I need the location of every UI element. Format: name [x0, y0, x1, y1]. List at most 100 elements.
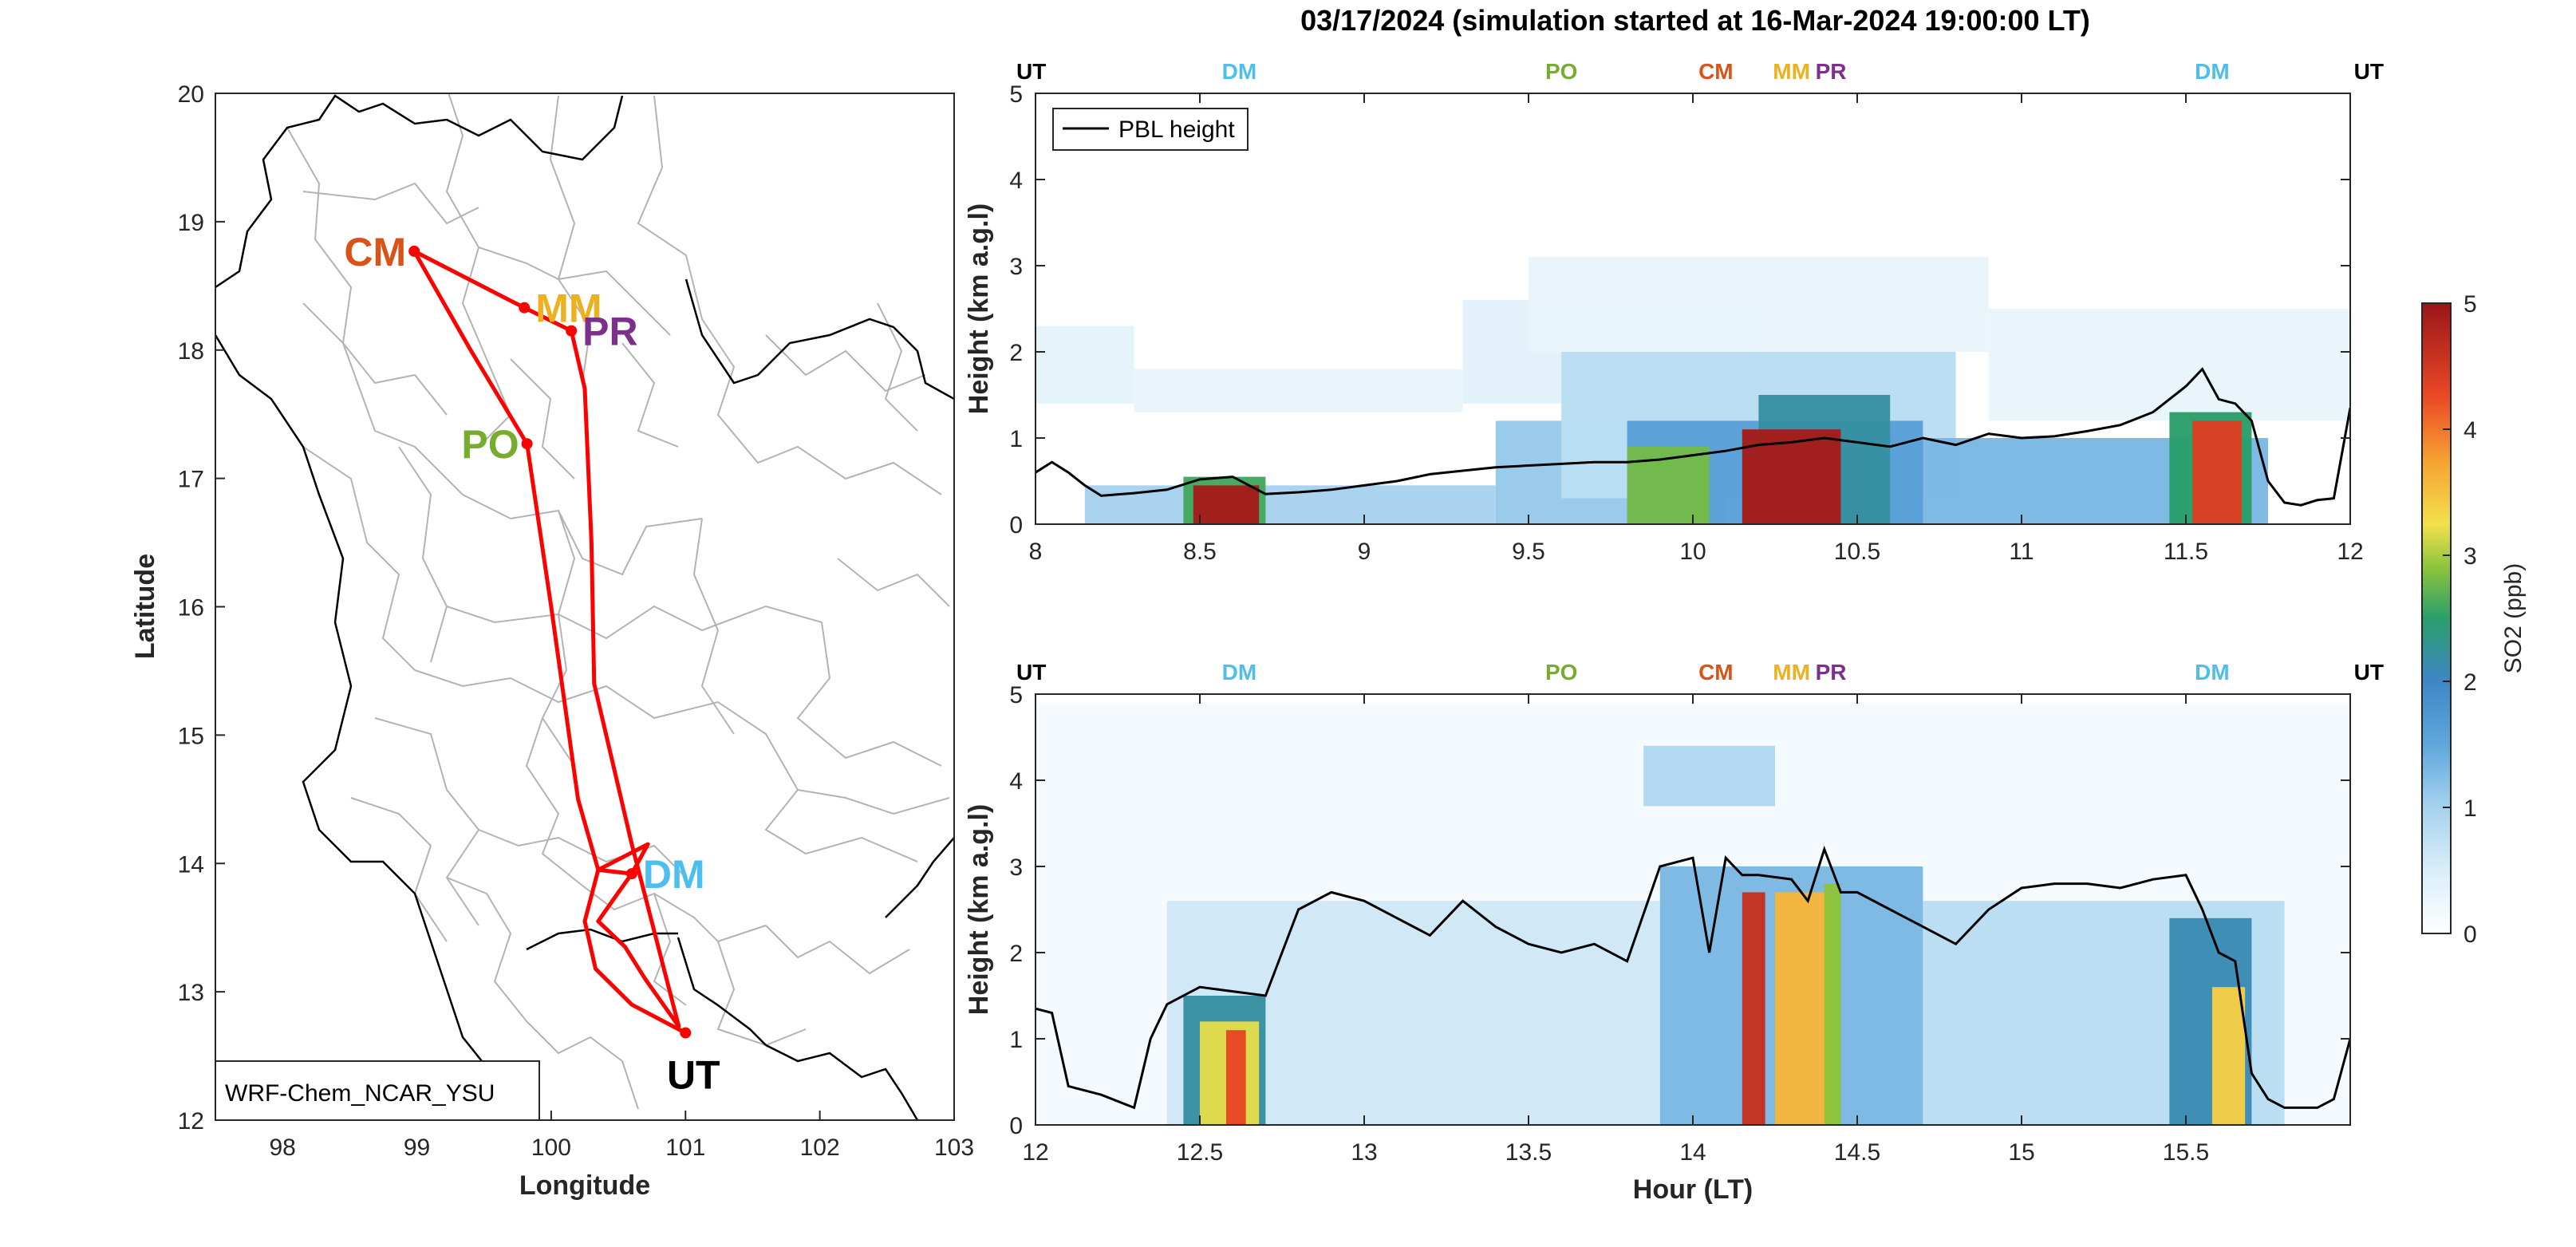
map-background: [215, 93, 954, 1120]
top-xtick-label-0: 8: [1029, 539, 1043, 565]
top-ytick-label-3: 3: [1009, 254, 1023, 280]
top-xtick-label-1: 8.5: [1183, 539, 1217, 565]
map-ytick-label-3: 15: [178, 723, 204, 749]
bottom-site-marker-0: UT: [1016, 660, 1046, 685]
map-xtick-label-3: 101: [665, 1135, 705, 1161]
map-xtick-label-0: 98: [269, 1135, 295, 1161]
top-xtick-label-2: 9: [1358, 539, 1371, 565]
top-so2-cell-14: [1742, 429, 1841, 524]
top-ytick-label-4: 4: [1009, 168, 1023, 194]
bottom-site-marker-3: CM: [1698, 660, 1734, 685]
model-label: WRF-Chem_NCAR_YSU: [225, 1080, 495, 1107]
site-label-cm: CM: [344, 230, 406, 274]
site-marker-ut: [680, 1027, 692, 1039]
site-label-pr: PR: [582, 310, 637, 354]
bottom-so2-cell-2: [1643, 745, 1775, 807]
site-marker-po: [521, 438, 533, 450]
bottom-xtick-label-0: 12: [1022, 1139, 1048, 1166]
colorbar-ticks: 0 1 2 3 4 5: [2443, 291, 2477, 948]
colorbar-tick-label-1: 1: [2464, 795, 2477, 822]
pbl-legend-label: PBL height: [1118, 116, 1235, 143]
top-pbl-line: [1036, 367, 2350, 507]
colorbar-tick-label-2: 2: [2464, 669, 2477, 696]
top-site-marker-2: PO: [1545, 59, 1577, 84]
map-xtick-label-2: 100: [531, 1135, 571, 1161]
site-label-ut: UT: [667, 1053, 720, 1098]
map-xtick-label-5: 103: [934, 1135, 974, 1161]
bottom-xtick-label-5: 14.5: [1834, 1139, 1880, 1166]
bottom-ylabel: Height (km a.g.l): [964, 804, 994, 1015]
top-xtick-label-5: 10.5: [1834, 539, 1880, 565]
site-marker-mm: [519, 302, 531, 314]
map-ticks: 98 99 100 101 102 103 12 13 14 15 16 17 18 19 20: [178, 81, 974, 1161]
map-ytick-label-0: 12: [178, 1108, 204, 1135]
map-xtick-label-4: 102: [800, 1135, 840, 1161]
bottom-xtick-label-6: 15: [2008, 1139, 2034, 1166]
top-ylabel: Height (km a.g.l): [964, 203, 994, 414]
map-xlabel: Longitude: [519, 1170, 650, 1201]
map-ytick-label-7: 19: [178, 210, 204, 236]
bottom-site-marker-2: PO: [1545, 660, 1577, 685]
top-so2-cell-16: [2192, 420, 2243, 524]
national-border: [215, 94, 954, 1120]
top-so2-cell-3: [1529, 257, 1989, 352]
top-so2-cell-0: [1036, 326, 1134, 404]
bottom-so2-cell-8: [1742, 892, 1765, 1125]
map-ytick-label-6: 18: [178, 338, 204, 365]
top-xtick-label-8: 12: [2337, 539, 2363, 565]
bottom-pbl-line: [1036, 845, 2350, 1110]
bottom-xtick-label-4: 14: [1679, 1139, 1706, 1166]
bottom-so2-cell-9: [1775, 892, 1832, 1125]
bottom-xtick-label-2: 13: [1351, 1139, 1377, 1166]
bottom-xtick-label-7: 15.5: [2163, 1139, 2209, 1166]
top-ytick-label-1: 1: [1009, 426, 1023, 452]
top-site-marker-4: MM: [1773, 59, 1810, 84]
top-site-marker-5: PR: [1816, 59, 1847, 84]
bottom-so2-cell-12: [2211, 987, 2246, 1125]
top-site-markers: UT DM PO CM MM PR DM UT: [1016, 59, 2384, 84]
bottom-ytick-label-5: 5: [1009, 682, 1023, 708]
site-marker-cm: [408, 245, 420, 257]
bottom-site-markers: UT DM PO CM MM PR DM UT: [1016, 660, 2384, 685]
colorbar-tick-label-3: 3: [2464, 543, 2477, 570]
bottom-site-marker-1: DM: [1222, 660, 1257, 685]
top-ytick-label-5: 5: [1009, 81, 1023, 108]
bottom-so2-cell-10: [1824, 883, 1841, 1125]
bottom-site-marker-5: PR: [1816, 660, 1847, 685]
top-xtick-label-3: 9.5: [1512, 539, 1545, 565]
top-xtick-label-7: 11.5: [2164, 539, 2208, 565]
top-site-marker-7: UT: [2354, 59, 2384, 84]
top-site-marker-3: CM: [1698, 59, 1734, 84]
bottom-ytick-label-1: 1: [1009, 1027, 1023, 1053]
site-marker-dm: [625, 868, 637, 880]
bottom-ytick-label-2: 2: [1009, 941, 1023, 967]
site-label-po: PO: [461, 422, 519, 467]
bottom-ytick-label-4: 4: [1009, 768, 1023, 795]
colorbar-tick-label-4: 4: [2464, 417, 2477, 444]
bottom-site-marker-4: MM: [1773, 660, 1810, 685]
top-xtick-label-6: 11: [2009, 539, 2034, 565]
model-label-box: [215, 1060, 540, 1121]
bottom-xtick-label-3: 13.5: [1505, 1139, 1552, 1166]
site-label-dm: DM: [643, 852, 705, 897]
pbl-legend: PBL height: [1052, 108, 1249, 151]
top-so2-field: [1036, 257, 2350, 524]
map-ytick-label-1: 13: [178, 980, 204, 1006]
top-site-marker-1: DM: [1222, 59, 1257, 84]
colorbar-gradient: [2421, 302, 2452, 934]
top-so2-cell-11: [1193, 485, 1260, 524]
top-ytick-label-2: 2: [1009, 340, 1023, 366]
bottom-so2-field: [1036, 702, 2350, 1125]
site-label-mm: MM: [535, 286, 602, 331]
colorbar-tick-label-0: 0: [2464, 921, 2477, 948]
top-so2-cell-1: [1134, 369, 1463, 412]
bottom-xlabel: Hour (LT): [1633, 1174, 1753, 1205]
bottom-axes-box: [1035, 693, 2351, 1126]
top-xtick-label-4: 10: [1679, 539, 1706, 565]
map-ylabel: Latitude: [130, 554, 160, 659]
